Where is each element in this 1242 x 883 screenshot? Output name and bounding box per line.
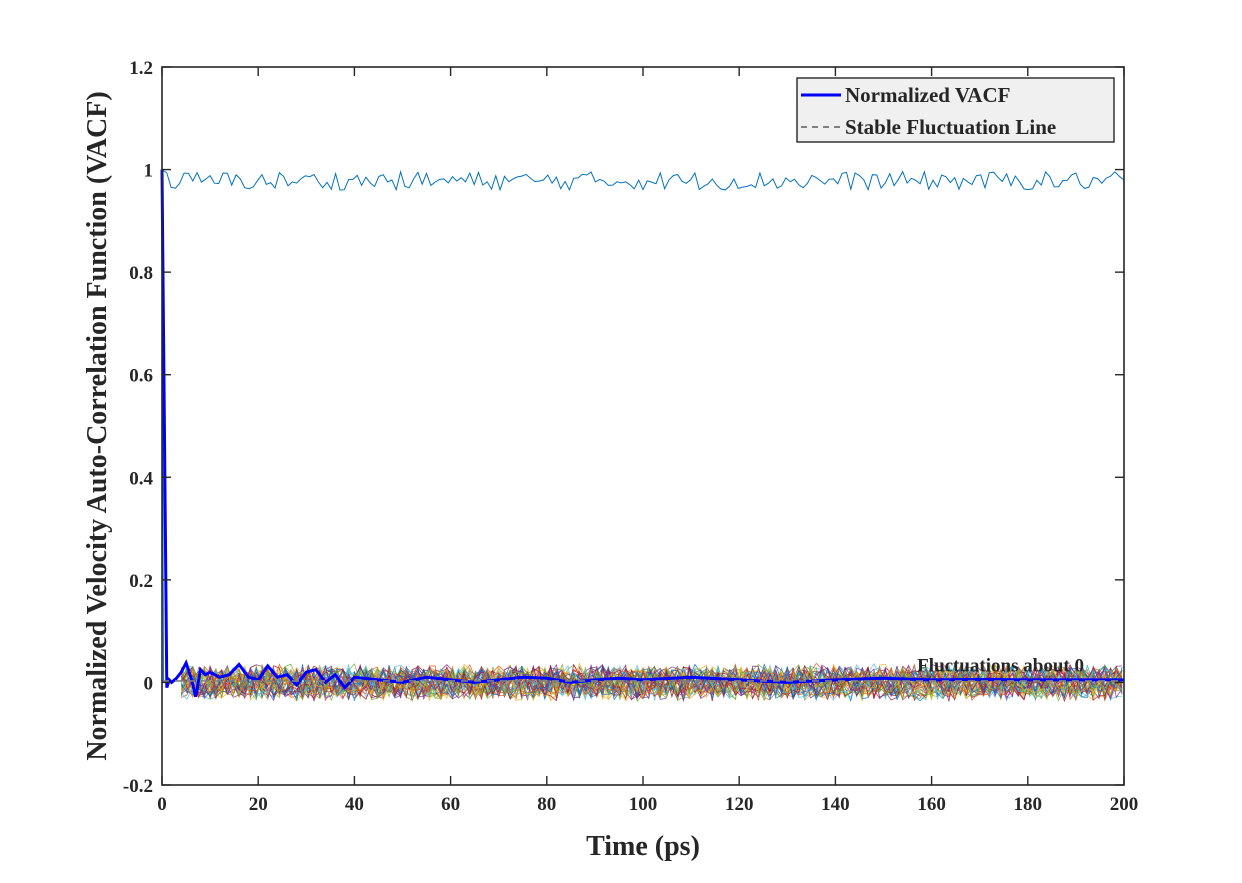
x-tick-label: 120	[725, 794, 754, 815]
background-trace	[180, 663, 1123, 702]
y-tick-label: 0.4	[129, 468, 153, 489]
x-tick-label: 0	[157, 794, 167, 815]
y-tick-label: 1.2	[129, 58, 153, 79]
x-tick-label: 180	[1014, 794, 1043, 815]
legend: Normalized VACF Stable Fluctuation Line	[796, 77, 1115, 143]
background-trace	[180, 662, 1123, 701]
background-trace	[180, 663, 1123, 702]
x-tick-label: 200	[1110, 794, 1139, 815]
x-axis-label: Time (ps)	[586, 831, 700, 862]
top-trace-line	[161, 169, 1124, 192]
annotation-text: Fluctuations about 0	[917, 655, 1084, 676]
series-layer	[160, 169, 1124, 698]
x-tick-label: 80	[537, 794, 556, 815]
x-tick-label: 40	[345, 794, 364, 815]
y-tick-label: 0	[144, 673, 154, 694]
y-axis-label: Normalized Velocity Auto-Correlation Fun…	[82, 91, 113, 760]
y-axis-ticks: -0.2 0 0.2 0.4 0.6 0.8 1 1.2	[123, 58, 1124, 797]
background-trace	[180, 663, 1123, 702]
background-trace	[180, 663, 1123, 700]
background-trace	[180, 664, 1123, 702]
y-tick-label: 0.2	[129, 571, 153, 592]
x-axis-ticks: 0 20 40 60 80 100 120 140 160 180 200	[157, 67, 1138, 815]
legend-box	[796, 77, 1115, 143]
background-trace	[180, 663, 1123, 702]
x-tick-label: 100	[629, 794, 658, 815]
y-tick-label: 0.6	[129, 366, 153, 387]
legend-label-normalized-vacf: Normalized VACF	[845, 83, 1010, 107]
y-tick-label: 1	[144, 161, 154, 182]
y-tick-label: -0.2	[123, 776, 153, 797]
legend-label-stable-line: Stable Fluctuation Line	[845, 115, 1056, 139]
x-tick-label: 140	[821, 794, 850, 815]
x-tick-label: 20	[249, 794, 268, 815]
x-tick-label: 160	[917, 794, 946, 815]
y-tick-label: 0.8	[129, 263, 153, 284]
x-tick-label: 60	[441, 794, 460, 815]
